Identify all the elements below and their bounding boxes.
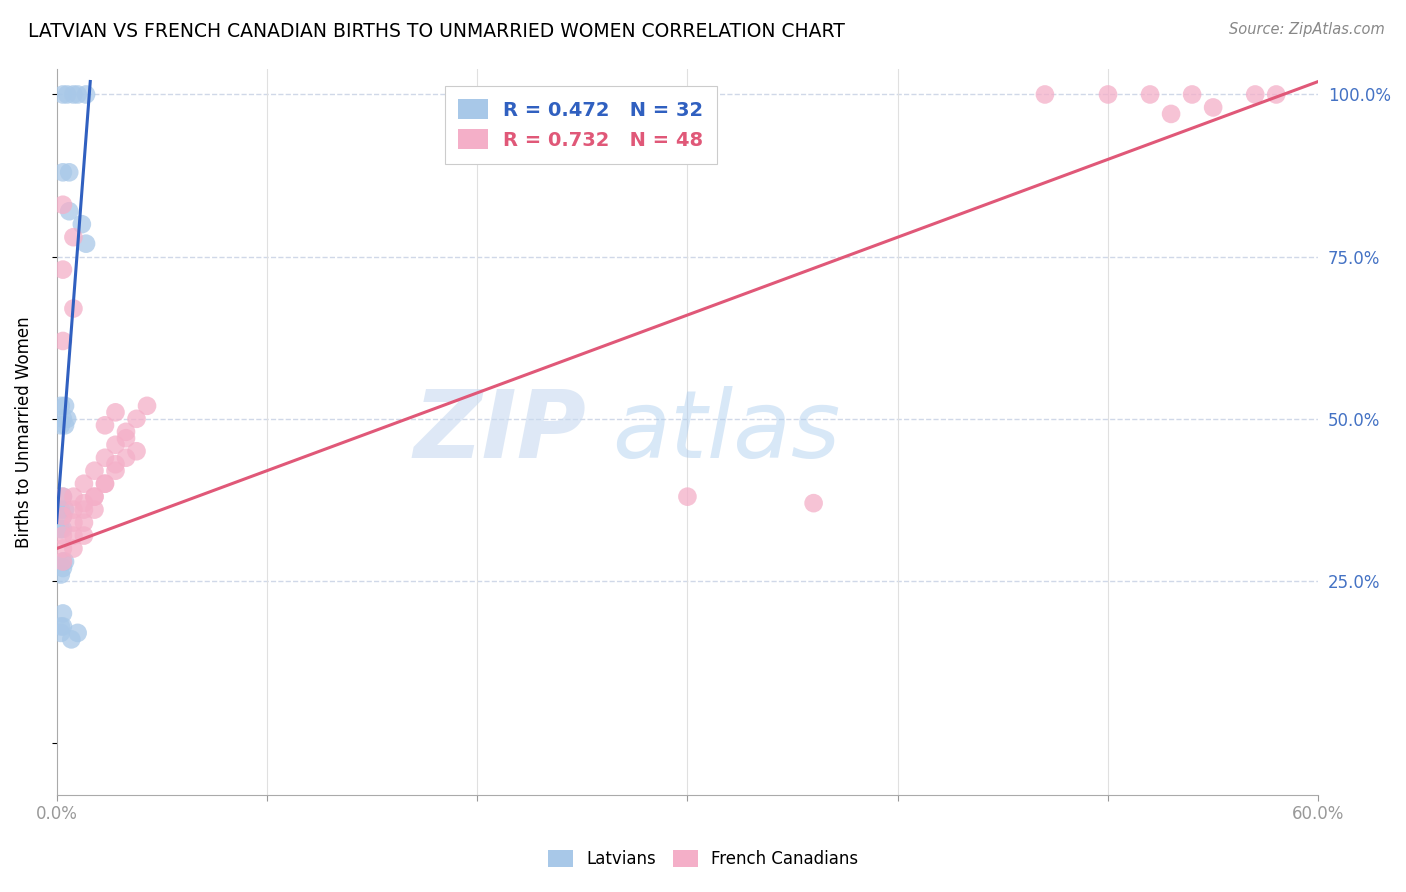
Point — [83, 464, 105, 478]
Point — [73, 502, 96, 516]
Point — [62, 230, 84, 244]
Point — [56, 87, 79, 102]
Point — [94, 418, 117, 433]
Point — [83, 490, 105, 504]
Point — [104, 464, 127, 478]
Point — [49, 418, 72, 433]
Point — [73, 496, 96, 510]
Point — [73, 516, 96, 530]
Point — [49, 399, 72, 413]
Text: LATVIAN VS FRENCH CANADIAN BIRTHS TO UNMARRIED WOMEN CORRELATION CHART: LATVIAN VS FRENCH CANADIAN BIRTHS TO UNM… — [28, 22, 845, 41]
Point — [1265, 87, 1288, 102]
Point — [83, 502, 105, 516]
Point — [52, 607, 75, 621]
Point — [58, 165, 80, 179]
Point — [1139, 87, 1161, 102]
Point — [62, 541, 84, 556]
Point — [49, 502, 72, 516]
Point — [53, 555, 76, 569]
Text: atlas: atlas — [612, 386, 839, 477]
Point — [66, 87, 89, 102]
Point — [53, 399, 76, 413]
Point — [52, 198, 75, 212]
Point — [73, 476, 96, 491]
Point — [94, 476, 117, 491]
Point — [115, 425, 138, 439]
Point — [62, 490, 84, 504]
Point — [115, 450, 138, 465]
Point — [1181, 87, 1204, 102]
Point — [49, 626, 72, 640]
Point — [52, 522, 75, 536]
Point — [52, 561, 75, 575]
Point — [75, 87, 97, 102]
Point — [52, 541, 75, 556]
Point — [73, 528, 96, 542]
Y-axis label: Births to Unmarried Women: Births to Unmarried Women — [15, 316, 32, 548]
Point — [70, 217, 93, 231]
Text: ZIP: ZIP — [413, 386, 586, 478]
Point — [94, 450, 117, 465]
Point — [49, 567, 72, 582]
Point — [58, 204, 80, 219]
Point — [94, 476, 117, 491]
Point — [62, 516, 84, 530]
Point — [52, 509, 75, 524]
Point — [1202, 100, 1225, 114]
Point — [52, 528, 75, 542]
Point — [104, 438, 127, 452]
Point — [83, 490, 105, 504]
Point — [62, 301, 84, 316]
Point — [115, 431, 138, 445]
Point — [49, 619, 72, 633]
Point — [52, 165, 75, 179]
Point — [60, 632, 83, 647]
Point — [53, 502, 76, 516]
Point — [1033, 87, 1056, 102]
Point — [52, 262, 75, 277]
Point — [125, 412, 148, 426]
Point — [62, 502, 84, 516]
Point — [1244, 87, 1267, 102]
Point — [62, 528, 84, 542]
Legend: Latvians, French Canadians: Latvians, French Canadians — [541, 843, 865, 875]
Point — [56, 412, 79, 426]
Legend: R = 0.472   N = 32, R = 0.732   N = 48: R = 0.472 N = 32, R = 0.732 N = 48 — [444, 86, 717, 163]
Point — [52, 555, 75, 569]
Point — [49, 522, 72, 536]
Point — [52, 490, 75, 504]
Text: Source: ZipAtlas.com: Source: ZipAtlas.com — [1229, 22, 1385, 37]
Point — [52, 334, 75, 348]
Point — [62, 87, 84, 102]
Point — [676, 490, 699, 504]
Point — [104, 405, 127, 419]
Point — [52, 490, 75, 504]
Point — [104, 457, 127, 471]
Point — [125, 444, 148, 458]
Point — [136, 399, 159, 413]
Point — [52, 87, 75, 102]
Point — [1160, 107, 1182, 121]
Point — [66, 626, 89, 640]
Point — [75, 236, 97, 251]
Point — [52, 412, 75, 426]
Point — [803, 496, 825, 510]
Point — [52, 619, 75, 633]
Point — [52, 555, 75, 569]
Point — [52, 509, 75, 524]
Point — [53, 418, 76, 433]
Point — [1097, 87, 1119, 102]
